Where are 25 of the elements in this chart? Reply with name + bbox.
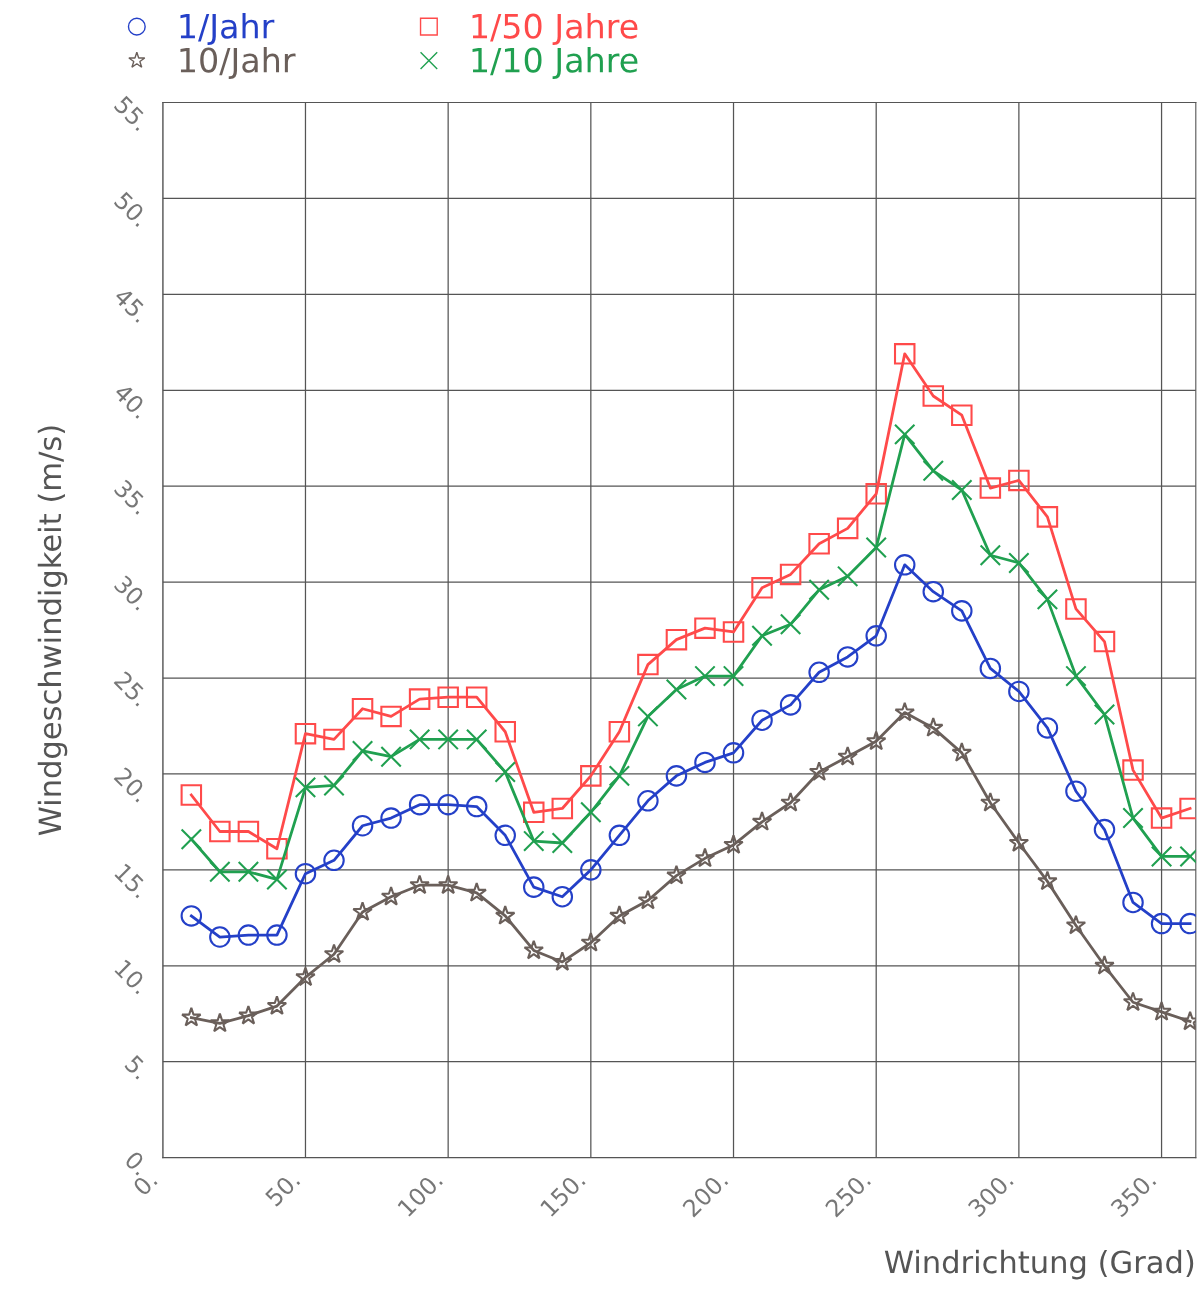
y-tick-label: 5. [124, 1054, 150, 1080]
y-tick-label: 50. [113, 191, 150, 228]
x-tick-label: 150. [539, 1170, 586, 1218]
y-tick-label: 45. [113, 286, 150, 324]
y-tick-label: 40. [113, 382, 150, 419]
y-tick-label: 15. [114, 863, 150, 899]
y-tick-label: 25. [113, 670, 150, 707]
x-axis-title: Windrichtung (Grad) [884, 1249, 1194, 1280]
y-tick-label: 35. [113, 478, 150, 515]
y-tick-label: 30. [113, 574, 150, 611]
y-tick-label: 55. [113, 95, 150, 132]
y-tick-label: 0. [123, 1150, 150, 1176]
legend-label: 10/Jahr [180, 46, 296, 79]
y-tick-label: 10. [114, 958, 150, 995]
y-axis-title: Windgeschwindigkeit (m/s) [37, 426, 68, 836]
x-tick-label: 300. [967, 1170, 1014, 1218]
x-tick-label: 50. [264, 1170, 301, 1207]
x-tick-label: 100. [396, 1170, 444, 1218]
x-tick-label: 350. [1109, 1170, 1157, 1218]
x-tick-label: 200. [681, 1170, 729, 1218]
x-tick-label: 250. [824, 1170, 872, 1218]
legend-label: 1/10 Jahre [472, 46, 638, 79]
legend-label: 1/Jahr [180, 12, 275, 45]
y-tick-label: 20. [113, 766, 150, 803]
legend-label: 1/50 Jahre [472, 12, 638, 45]
